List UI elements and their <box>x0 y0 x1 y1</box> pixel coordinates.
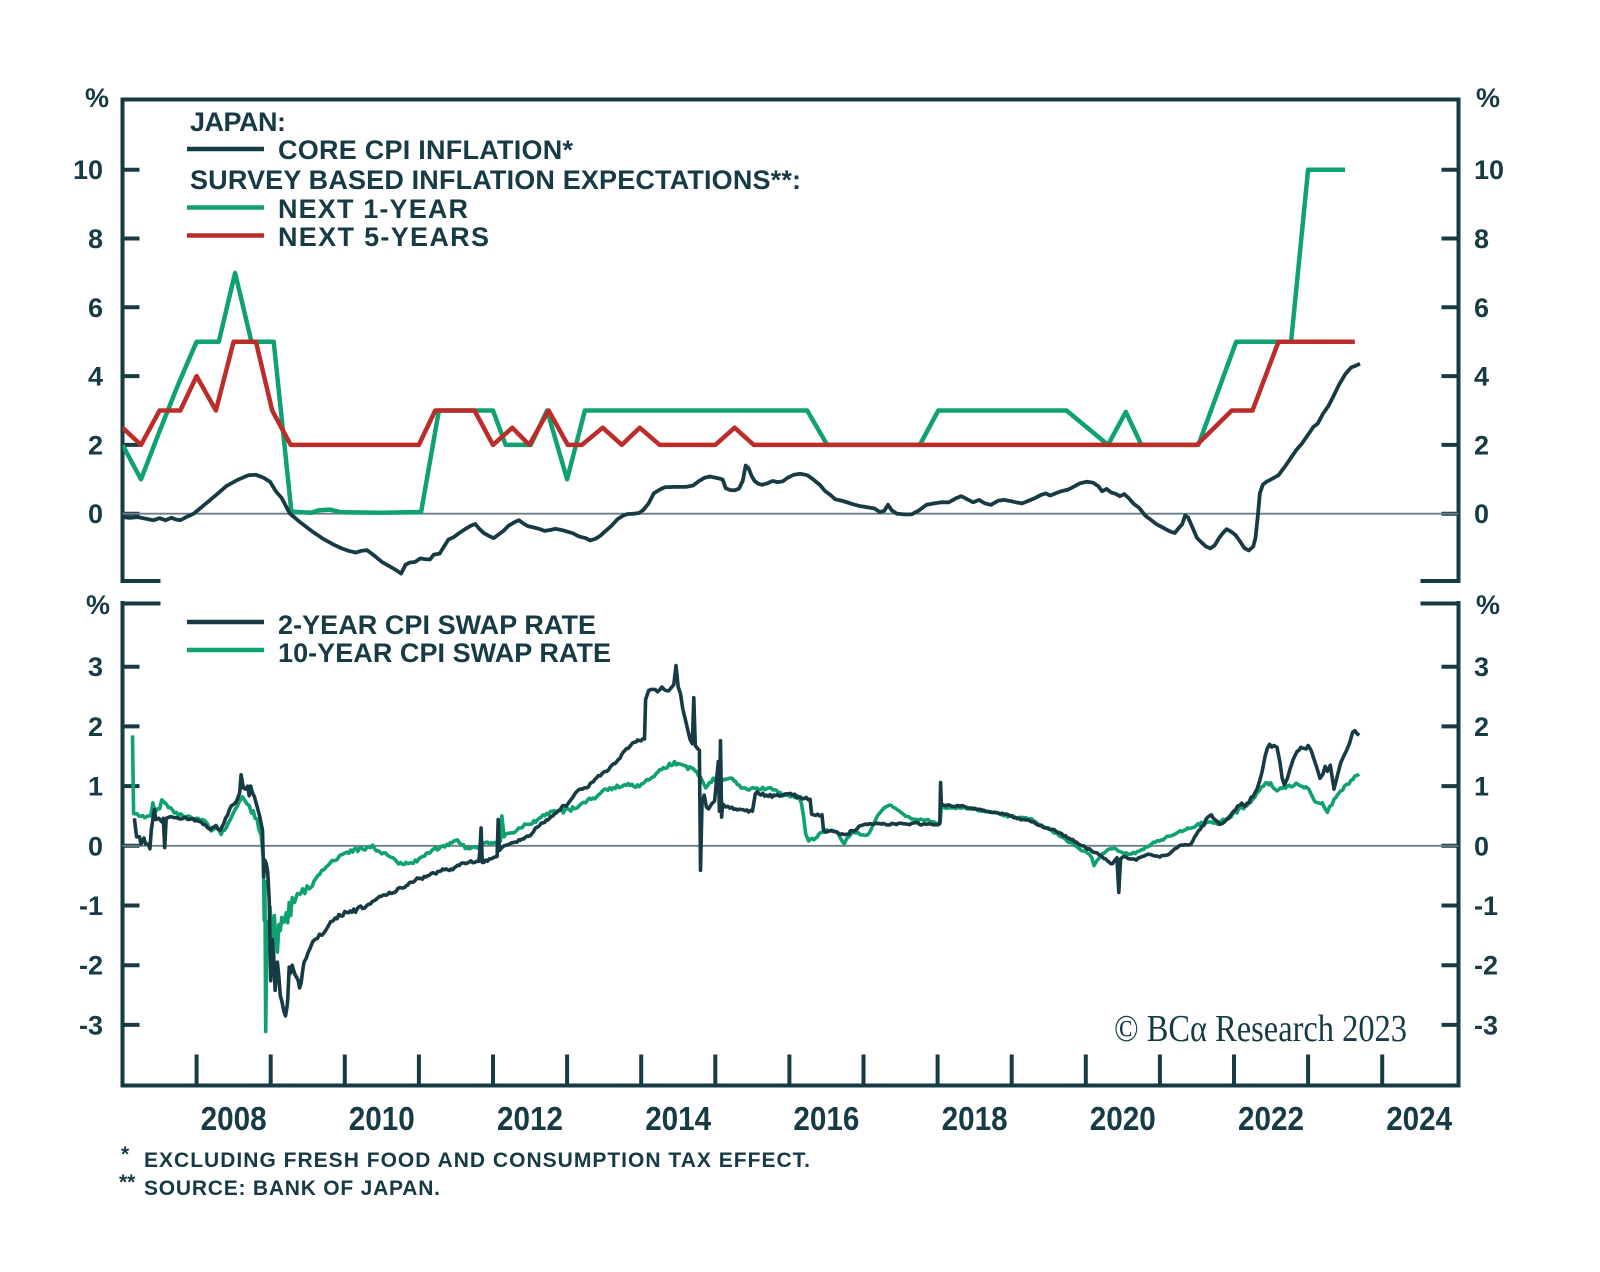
svg-text:2020: 2020 <box>1090 1100 1156 1137</box>
svg-text:10: 10 <box>73 155 103 185</box>
svg-text:2: 2 <box>1474 430 1489 460</box>
svg-text:SURVEY BASED INFLATION EXPECTA: SURVEY BASED INFLATION EXPECTATIONS**: <box>190 165 801 195</box>
svg-text:8: 8 <box>1474 224 1489 254</box>
svg-text:3: 3 <box>88 652 103 682</box>
svg-text:2: 2 <box>1474 712 1489 742</box>
svg-text:%: % <box>1476 590 1500 620</box>
svg-text:2024: 2024 <box>1386 1100 1453 1137</box>
svg-text:2018: 2018 <box>942 1100 1008 1137</box>
svg-text:NEXT 1-YEAR: NEXT 1-YEAR <box>278 194 468 224</box>
svg-text:0: 0 <box>88 499 103 529</box>
svg-text:%: % <box>86 590 110 620</box>
svg-text:1: 1 <box>88 772 103 802</box>
svg-text:EXCLUDING FRESH FOOD AND CONSU: EXCLUDING FRESH FOOD AND CONSUMPTION TAX… <box>144 1149 810 1172</box>
svg-text:-1: -1 <box>1474 891 1498 921</box>
svg-text:2016: 2016 <box>793 1100 859 1137</box>
svg-text:0: 0 <box>88 831 103 861</box>
svg-text:**: ** <box>119 1171 136 1194</box>
svg-text:2010: 2010 <box>349 1100 415 1137</box>
svg-text:2: 2 <box>88 712 103 742</box>
svg-text:0: 0 <box>1474 499 1489 529</box>
svg-text:2014: 2014 <box>645 1100 712 1137</box>
svg-text:%: % <box>85 83 109 113</box>
svg-text:2-YEAR CPI SWAP RATE: 2-YEAR CPI SWAP RATE <box>278 610 596 640</box>
svg-text:NEXT 5-YEARS: NEXT 5-YEARS <box>278 222 489 252</box>
svg-text:*: * <box>121 1143 130 1166</box>
svg-text:© BCα Research 2023: © BCα Research 2023 <box>1114 1008 1407 1050</box>
svg-text:10: 10 <box>1474 155 1504 185</box>
svg-text:-3: -3 <box>1474 1010 1498 1040</box>
svg-text:6: 6 <box>1474 293 1489 323</box>
svg-text:JAPAN:: JAPAN: <box>190 107 286 137</box>
svg-text:1: 1 <box>1474 772 1489 802</box>
svg-text:SOURCE: BANK OF JAPAN.: SOURCE: BANK OF JAPAN. <box>144 1177 440 1200</box>
svg-text:10-YEAR CPI SWAP RATE: 10-YEAR CPI SWAP RATE <box>278 638 611 668</box>
svg-text:-2: -2 <box>79 951 103 981</box>
svg-text:3: 3 <box>1474 652 1489 682</box>
svg-text:4: 4 <box>88 362 103 392</box>
svg-text:6: 6 <box>88 293 103 323</box>
svg-text:2008: 2008 <box>201 1100 267 1137</box>
svg-text:%: % <box>1476 83 1500 113</box>
svg-text:CORE CPI INFLATION*: CORE CPI INFLATION* <box>278 135 573 165</box>
svg-text:2: 2 <box>88 430 103 460</box>
svg-text:-2: -2 <box>1474 951 1498 981</box>
svg-text:2022: 2022 <box>1238 1100 1304 1137</box>
svg-text:2012: 2012 <box>497 1100 563 1137</box>
svg-text:4: 4 <box>1474 362 1489 392</box>
svg-text:0: 0 <box>1474 831 1489 861</box>
svg-text:-1: -1 <box>79 891 103 921</box>
svg-text:-3: -3 <box>79 1010 103 1040</box>
svg-text:8: 8 <box>88 224 103 254</box>
